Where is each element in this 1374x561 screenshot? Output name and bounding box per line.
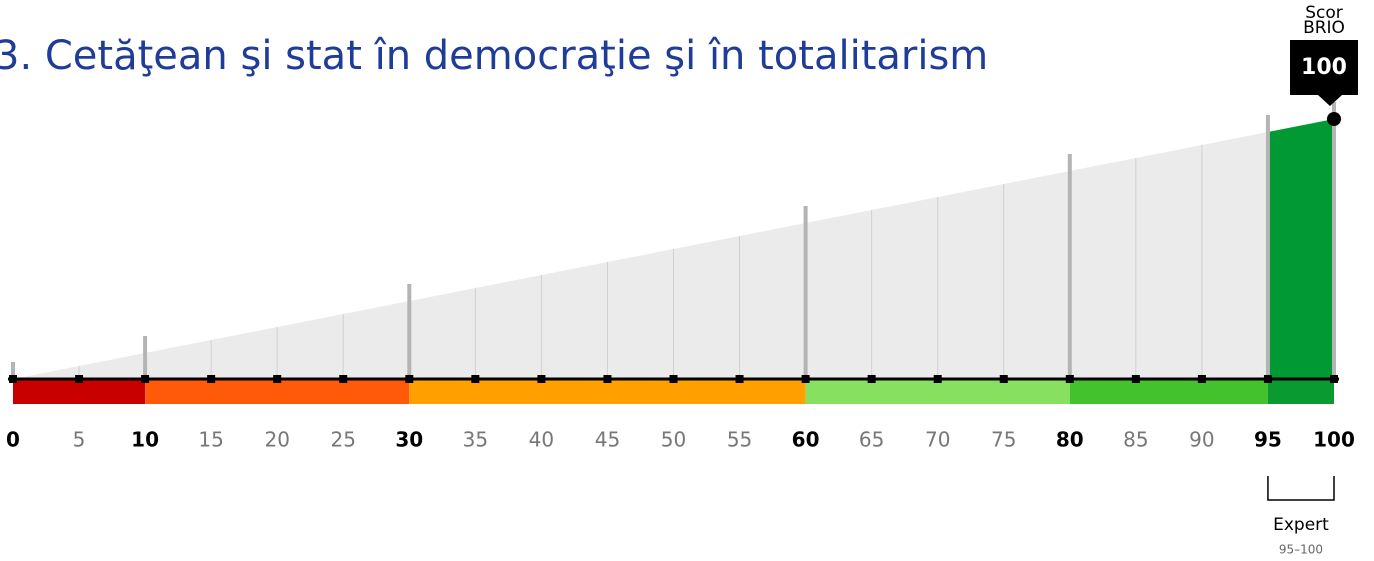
tick-mark	[537, 375, 546, 383]
tick-label: 65	[859, 428, 884, 452]
tick-mark	[471, 375, 480, 383]
tick-mark	[75, 375, 84, 383]
tick-mark	[1197, 375, 1206, 383]
band	[805, 379, 1070, 404]
score-value: 100	[1301, 55, 1347, 80]
tick-label: 100	[1313, 428, 1355, 452]
tick-label: 50	[661, 428, 686, 452]
tick-mark	[141, 375, 150, 383]
score-fill	[1267, 119, 1334, 379]
band	[1069, 379, 1268, 404]
tick-mark	[207, 375, 216, 383]
tick-label: 85	[1123, 428, 1148, 452]
tick-mark	[801, 375, 810, 383]
tick-mark	[273, 375, 282, 383]
tick-label: 5	[73, 428, 86, 452]
tick-mark	[999, 375, 1008, 383]
tick-mark	[867, 375, 876, 383]
tick-mark	[1330, 375, 1338, 383]
tick-mark	[1263, 375, 1272, 383]
tick-mark	[603, 375, 612, 383]
tick-label: 80	[1056, 428, 1084, 452]
tick-label: 55	[727, 428, 752, 452]
tick-label: 60	[792, 428, 820, 452]
tick-label: 25	[331, 428, 356, 452]
score-dot	[1327, 112, 1341, 126]
tick-mark	[735, 375, 744, 383]
tick-mark	[933, 375, 942, 383]
score-callout	[1290, 40, 1358, 106]
tick-mark	[1065, 375, 1074, 383]
tick-mark	[9, 375, 17, 383]
tick-label: 70	[925, 428, 950, 452]
band	[409, 379, 806, 404]
tick-mark	[1131, 375, 1140, 383]
tick-label: 95	[1254, 428, 1282, 452]
tick-label: 75	[991, 428, 1016, 452]
tick-label: 15	[198, 428, 223, 452]
tick-label: 35	[463, 428, 488, 452]
tick-label: 40	[529, 428, 554, 452]
band	[145, 379, 410, 404]
tick-mark	[405, 375, 414, 383]
score-label: Scor BRIO	[1303, 3, 1345, 38]
level-range: 95–100	[1279, 543, 1323, 557]
tick-label: 20	[264, 428, 289, 452]
tick-mark	[339, 375, 348, 383]
tick-label: 10	[131, 428, 159, 452]
chart-title: 3. Cetăţean şi stat în democraţie şi în …	[0, 33, 988, 79]
level-name: Expert	[1273, 515, 1329, 535]
tick-mark	[669, 375, 678, 383]
band	[13, 379, 146, 404]
tick-label: 45	[595, 428, 620, 452]
level-bracket	[1267, 476, 1335, 501]
band	[1267, 379, 1334, 404]
tick-label: 30	[395, 428, 423, 452]
tick-label: 0	[6, 428, 20, 452]
tick-label: 90	[1189, 428, 1214, 452]
